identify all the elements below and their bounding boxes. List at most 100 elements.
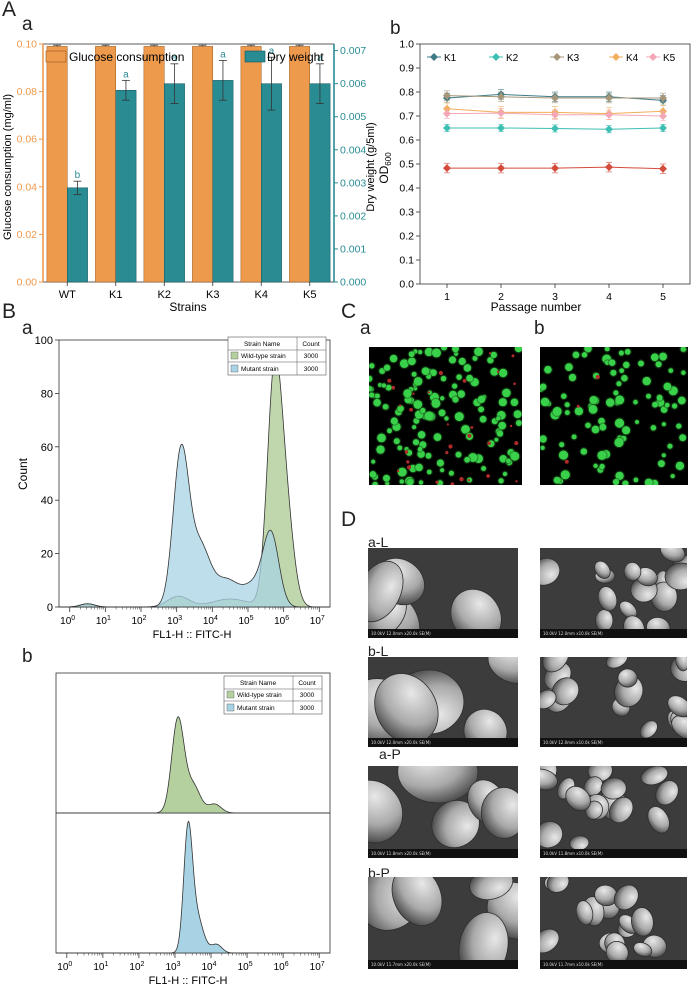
data-point — [605, 94, 613, 102]
live-cell — [675, 461, 685, 471]
data-point — [605, 110, 613, 119]
data-point — [443, 91, 451, 100]
live-cell — [490, 367, 499, 376]
yeast-cell — [540, 768, 558, 791]
x-tick-label: 101 — [93, 961, 108, 973]
live-cell — [430, 369, 437, 377]
dead-cell — [515, 480, 518, 483]
live-cell — [624, 348, 631, 355]
panel-label-D: D — [341, 508, 357, 531]
x-tick-label: K4 — [255, 289, 268, 301]
legend-b-mutant-name: Mutant strain — [237, 705, 275, 712]
sem-caption: 10.0kV 12.0mm x20.0k SE(M) — [368, 738, 518, 747]
dead-cell — [404, 450, 409, 454]
live-cell — [510, 451, 520, 461]
data-point — [551, 110, 559, 119]
yeast-cell — [542, 657, 570, 673]
yeast-cell — [605, 657, 629, 669]
y-tick-label: 0.3 — [399, 207, 414, 219]
dead-cell — [576, 404, 580, 408]
y-tick-label: 60 — [41, 442, 53, 454]
live-cell — [635, 420, 639, 424]
legend-a-wild-count: 3000 — [304, 353, 319, 360]
live-cell — [506, 458, 511, 464]
data-point — [659, 107, 667, 116]
live-cell — [623, 361, 630, 369]
dead-cell — [391, 385, 396, 390]
live-cell — [408, 357, 416, 366]
live-cell — [650, 353, 659, 362]
yeast-cell — [540, 928, 560, 954]
live-cell — [561, 393, 567, 399]
live-cell — [456, 374, 462, 380]
bar-glucose — [240, 46, 262, 283]
yeast-cell — [551, 677, 580, 706]
x-tick-label: 100 — [57, 961, 72, 973]
y2-axis-label-dry: Dry weight (g/5ml) — [365, 122, 377, 211]
legend-b-header-name: Strain Name — [240, 680, 277, 687]
live-cell — [369, 392, 375, 398]
live-cell — [437, 480, 443, 485]
live-cell — [677, 396, 686, 405]
sem-caption: 10.0kV 12.0mm x20.0k SE(M) — [368, 629, 518, 638]
live-cell — [502, 388, 511, 398]
y-tick-label: 0.02 — [17, 229, 38, 241]
yeast-cell — [594, 560, 611, 579]
data-point — [551, 164, 559, 173]
dead-cell — [435, 480, 439, 484]
live-cell — [426, 469, 432, 475]
data-point — [605, 109, 613, 118]
panel-label-C-a: a — [360, 318, 371, 339]
x-tick-label: 107 — [310, 615, 325, 627]
live-cell — [540, 435, 547, 443]
y-tick-label: 0.10 — [17, 39, 38, 51]
bar-glucose — [143, 46, 165, 283]
x-tick-label: 104 — [203, 615, 218, 627]
live-cell — [614, 418, 625, 428]
dead-cell — [595, 375, 600, 380]
significance-letter: a — [269, 46, 275, 57]
legend-a-mutant-swatch — [230, 364, 239, 373]
bar-dry-weight — [261, 83, 282, 283]
legend-a-mutant-count: 3000 — [304, 366, 319, 373]
legend-label: K2 — [506, 53, 519, 64]
yeast-cell — [487, 657, 518, 685]
live-cell — [477, 395, 486, 403]
sem-label-bL: b-L — [368, 643, 389, 659]
sem-image-bP-2: 10.0kV 11.7mm x10.0k SE(M) — [540, 877, 687, 969]
x-axis-label-fitc-a: FL1-H :: FITC-H — [153, 629, 232, 641]
x-tick-label: 102 — [131, 615, 146, 627]
significance-letter: a — [317, 53, 323, 64]
y-tick-label: 0.2 — [399, 231, 414, 243]
y-tick-label: 0.06 — [17, 134, 38, 146]
live-cell — [568, 373, 577, 382]
x-tick-label: K3 — [206, 289, 219, 301]
y-tick-label: 0.08 — [17, 86, 38, 98]
yeast-cell — [655, 780, 679, 806]
live-cell — [454, 412, 464, 422]
live-cell — [390, 417, 398, 425]
dead-cell — [448, 444, 453, 449]
data-point — [659, 94, 667, 102]
y-tick-label: 0.4 — [399, 183, 414, 195]
bar-dry-weight — [67, 187, 88, 283]
live-cell — [417, 431, 426, 439]
legend-marker — [492, 53, 500, 61]
live-cell — [584, 347, 592, 353]
live-cell — [599, 463, 605, 470]
live-cell — [387, 428, 392, 434]
live-cell — [544, 365, 552, 374]
live-cell — [389, 354, 398, 363]
data-point — [443, 124, 451, 132]
live-cell — [667, 443, 673, 449]
live-cell — [474, 347, 483, 356]
live-cell — [642, 376, 651, 386]
live-cell — [411, 371, 417, 377]
live-cell — [610, 369, 617, 376]
series-line-k2 — [447, 127, 664, 130]
sem-caption: 10.0kV 11.8mm x10.0k SE(M) — [540, 849, 687, 858]
plot-frame — [55, 672, 331, 954]
live-cell — [661, 453, 666, 458]
legend-label: K1 — [444, 53, 457, 64]
dead-cell — [467, 433, 472, 438]
